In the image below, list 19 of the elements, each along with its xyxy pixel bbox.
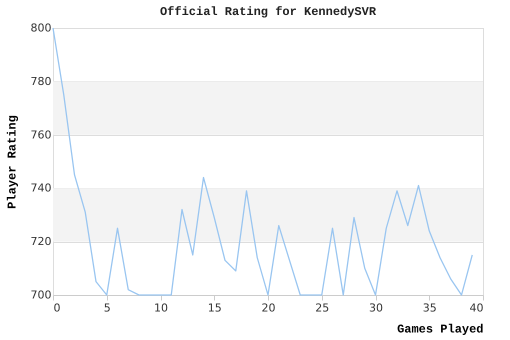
x-axis-title: Games Played bbox=[397, 322, 484, 336]
x-tick-label: 25 bbox=[315, 302, 330, 314]
x-tick-label: 20 bbox=[262, 302, 276, 314]
x-tick-label: 15 bbox=[208, 302, 222, 314]
line-series bbox=[52, 27, 473, 296]
x-tick-label: 40 bbox=[470, 302, 484, 314]
y-tick-label: 760 bbox=[30, 128, 52, 142]
y-tick-label: 800 bbox=[30, 22, 52, 34]
y-tick-label: 780 bbox=[30, 74, 52, 88]
y-tick-label: 740 bbox=[30, 182, 52, 195]
y-axis-title: Player Rating bbox=[6, 115, 20, 209]
x-tick-label: 5 bbox=[104, 302, 111, 314]
y-tick-label: 700 bbox=[30, 288, 52, 302]
chart-title: Official Rating for KennedySVR bbox=[160, 5, 377, 19]
x-tick-label: 35 bbox=[422, 302, 437, 314]
y-tick-label: 720 bbox=[30, 235, 52, 248]
x-tick-label: 0 bbox=[54, 302, 60, 314]
x-tick-label: 30 bbox=[369, 302, 383, 314]
x-tick-label: 10 bbox=[154, 302, 168, 314]
